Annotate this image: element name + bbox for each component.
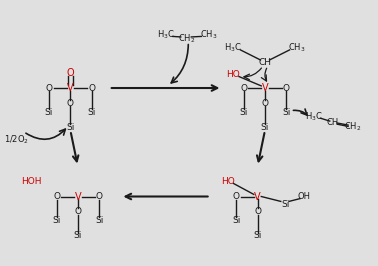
- Text: O: O: [96, 192, 103, 201]
- Text: Si: Si: [253, 231, 262, 240]
- Text: Si: Si: [281, 200, 290, 209]
- Text: Si: Si: [87, 108, 96, 117]
- Text: H$_3$C: H$_3$C: [157, 29, 175, 41]
- Text: Si: Si: [282, 108, 291, 117]
- Text: CH: CH: [259, 58, 271, 67]
- Text: V: V: [254, 192, 261, 202]
- Text: V: V: [67, 83, 74, 93]
- Text: O: O: [240, 84, 247, 93]
- Text: O: O: [262, 99, 268, 108]
- Text: O: O: [74, 207, 81, 216]
- Text: HO: HO: [221, 177, 234, 186]
- Text: HO: HO: [226, 70, 240, 79]
- Text: Si: Si: [45, 108, 53, 117]
- Text: O: O: [233, 192, 240, 201]
- Text: Si: Si: [240, 108, 248, 117]
- Text: Si: Si: [52, 216, 61, 225]
- Text: V: V: [74, 192, 81, 202]
- Text: O: O: [254, 207, 261, 216]
- Text: 1/2O$_2$: 1/2O$_2$: [3, 133, 29, 146]
- Text: O: O: [283, 84, 290, 93]
- Text: CH$_3$: CH$_3$: [200, 29, 218, 41]
- Text: H$_3$C: H$_3$C: [305, 110, 322, 123]
- Text: OH: OH: [298, 192, 311, 201]
- Text: V: V: [262, 83, 268, 93]
- Text: H$_3$C: H$_3$C: [224, 41, 242, 53]
- Text: CH$_2$: CH$_2$: [178, 32, 195, 44]
- Text: CH$_2$: CH$_2$: [344, 120, 362, 133]
- Text: Si: Si: [74, 231, 82, 240]
- Text: CH: CH: [326, 118, 339, 127]
- Text: CH$_3$: CH$_3$: [288, 41, 306, 53]
- Text: O: O: [67, 99, 74, 108]
- Text: O: O: [88, 84, 95, 93]
- Text: O: O: [53, 192, 60, 201]
- Text: Si: Si: [232, 216, 240, 225]
- Text: Si: Si: [66, 123, 74, 132]
- Text: O: O: [67, 68, 74, 78]
- Text: Si: Si: [261, 123, 269, 132]
- Text: O: O: [45, 84, 53, 93]
- Text: HOH: HOH: [21, 177, 41, 186]
- Text: Si: Si: [95, 216, 103, 225]
